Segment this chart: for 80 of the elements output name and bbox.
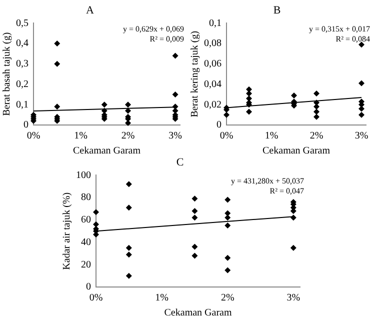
y-tick-label: 0,5 (16, 18, 28, 29)
x-tick-label: 1% (264, 130, 278, 142)
y-tick-label: 40 (81, 236, 91, 248)
y-axis-title: Berat basah tajuk (g) (2, 32, 13, 116)
y-tick-label: 0 (86, 282, 91, 293)
x-tick-label: 0% (26, 130, 40, 142)
x-tick-label: 0% (220, 130, 234, 142)
point (314, 108, 320, 115)
point (291, 92, 297, 98)
y-tick-label: 20 (81, 259, 91, 270)
point (224, 267, 231, 274)
y-tick-label: 0 (24, 120, 28, 131)
point (125, 108, 132, 114)
point (358, 80, 364, 86)
point (126, 252, 132, 258)
point (314, 90, 320, 96)
y-tick-label: 0 (216, 120, 222, 131)
annotation: R² = 0,084 (336, 34, 370, 44)
chart-title: B (273, 4, 281, 16)
y-tick-label: 0,06 (204, 58, 222, 70)
point (224, 222, 231, 229)
y-tick-label: 0,04 (204, 78, 222, 90)
point (54, 104, 60, 110)
point (125, 102, 132, 108)
y-axis-title: Berat kering tajuk (g) (190, 30, 201, 118)
x-axis-title: Cekaman Garam (73, 146, 141, 157)
point (192, 244, 198, 250)
y-tick-label: 0,4 (16, 38, 28, 50)
point (172, 52, 178, 59)
point (290, 244, 296, 251)
y-tick-label: 0,02 (204, 99, 222, 110)
y-tick-label: 0,1 (16, 99, 28, 110)
point (358, 112, 364, 118)
chart-title: A (86, 4, 94, 16)
y-tick-label: 60 (81, 214, 91, 226)
point (192, 208, 198, 214)
point (224, 196, 231, 203)
x-tick-label: 3% (168, 130, 182, 142)
x-tick-label: 1% (74, 130, 88, 142)
x-tick-label: 3% (286, 292, 300, 304)
point (93, 221, 99, 228)
y-tick-label: 100 (76, 170, 91, 181)
x-tick-label: 2% (121, 130, 135, 142)
x-tick-label: 2% (310, 130, 324, 142)
chart-title: C (176, 156, 184, 168)
annotation: R² = 0,009 (150, 34, 184, 44)
point (126, 181, 132, 188)
point (224, 254, 231, 261)
x-tick-label: 0% (89, 292, 103, 304)
point (93, 209, 99, 216)
point (54, 60, 60, 67)
annotation: R² = 0,047 (270, 186, 304, 196)
point (192, 214, 198, 221)
x-tick-label: 1% (155, 292, 168, 304)
point (192, 196, 198, 202)
point (224, 214, 231, 221)
point (314, 114, 320, 120)
point (54, 40, 60, 47)
y-axis-title: Kadar air tajuk (%) (62, 192, 73, 270)
annotation: y = 0,629x + 0,069 (122, 24, 184, 34)
point (172, 91, 178, 98)
point (246, 108, 252, 115)
point (126, 272, 132, 279)
point (126, 244, 132, 251)
point (290, 214, 296, 221)
point (192, 252, 198, 259)
y-tick-label: 0,08 (204, 38, 222, 50)
x-axis-title: Cekaman Garam (164, 308, 232, 319)
x-tick-label: 2% (220, 292, 234, 304)
y-tick-label: 80 (81, 192, 91, 204)
point (224, 112, 230, 118)
y-tick-label: 0,1 (209, 18, 222, 29)
y-tick-label: 0,3 (16, 58, 28, 70)
point (126, 204, 132, 211)
annotation: y = 431,280x + 50,037 (230, 176, 304, 186)
annotation: y = 0,315x + 0,017 (308, 24, 370, 34)
point (101, 102, 108, 108)
x-tick-label: 3% (354, 130, 368, 142)
x-axis-title: Cekaman Garam (262, 146, 330, 157)
y-tick-label: 0,2 (16, 78, 28, 90)
